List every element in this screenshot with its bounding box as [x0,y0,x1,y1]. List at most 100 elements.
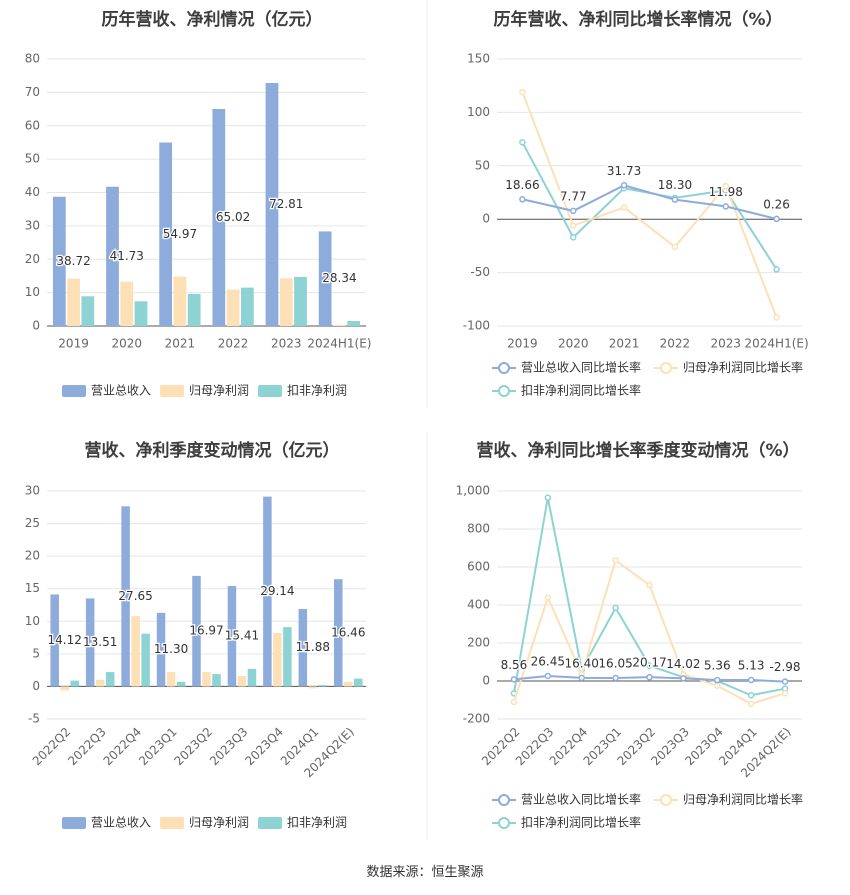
line-point [680,675,687,682]
legend-label[interactable]: 归母净利润 [189,816,249,830]
bar-revenue [212,108,226,326]
bar-value-label: 72.81 [269,197,303,211]
x-tick-label: 2024H1(E) [307,337,371,351]
line-value-label: 16.05 [598,656,632,670]
y-tick-label: 100 [467,105,490,119]
legend-label[interactable]: 扣非净利润 [287,816,347,830]
x-tick-label: 2021 [165,337,196,351]
line-value-label: 5.13 [738,659,765,673]
legend-label[interactable]: 营业总收入同比增长率 [521,792,641,807]
legend-swatch[interactable] [62,817,86,829]
x-tick-label: 2022Q3 [65,725,109,769]
bar-adjusted-profit [70,680,79,687]
chart-title: 营收、净利同比增长率季度变动情况（%） [476,440,799,461]
legend-label[interactable]: 营业总收入同比增长率 [521,360,641,375]
line-value-label: 5.36 [704,658,731,672]
bar-revenue [156,612,166,687]
line-value-label: 7.77 [560,189,587,203]
line-value-label: 11.98 [709,185,743,199]
bar-adjusted-profit [187,293,201,326]
bar-value-label: 11.30 [154,642,188,656]
line-value-label: -2.98 [770,660,801,674]
y-tick-label: -200 [463,712,490,726]
bar-parent-profit [131,616,140,687]
bar-value-label: 27.65 [118,589,152,603]
chart-title: 历年营收、净利同比增长率情况（%） [493,9,782,30]
line-point [612,674,619,682]
chart-legend: 营业总收入 归母净利润 扣非净利润 [62,384,347,398]
bar-value-label: 54.97 [163,227,197,241]
annual-growth-chart: 历年营收、净利同比增长率情况（%） -100 -50 0 50 100 150 2019 202… [463,9,809,398]
bar-parent-profit [226,289,240,326]
x-tick-label: 2024H1(E) [745,337,809,351]
line-point [510,698,518,706]
bar-adjusted-profit [294,276,307,326]
legend-swatch[interactable] [62,385,86,397]
legend-marker[interactable] [498,385,510,397]
legend-marker[interactable] [660,362,672,374]
legend-label[interactable]: 归母净利润 [189,384,249,398]
line-point [620,182,628,189]
bar-adjusted-profit [81,296,95,326]
bar-value-label: 41.73 [110,249,144,263]
y-tick-label: 800 [467,522,490,536]
legend-label[interactable]: 扣非净利润同比增长率 [521,815,641,830]
y-tick-label: 30 [25,218,40,232]
legend-label[interactable]: 扣非净利润 [287,384,347,398]
y-tick-label: -5 [28,712,40,726]
line-point [519,88,526,96]
legend-marker[interactable] [498,362,510,374]
legend-label[interactable]: 归母净利润同比增长率 [683,792,803,807]
line-point [722,203,729,210]
bar-revenue [192,575,201,687]
line-point [781,678,789,685]
y-tick-label: 80 [25,52,40,66]
legend-label[interactable]: 归母净利润同比增长率 [683,360,803,375]
bar-revenue [50,594,59,687]
x-tick-label: 2023 [271,337,302,351]
x-tick-label: 2020 [111,337,142,351]
quarterly-growth-chart: 营收、净利同比增长率季度变动情况（%） -200 0 200 400 600 800 1,00… [456,440,803,830]
bar-value-label: 16.97 [189,624,223,638]
legend-label[interactable]: 营业总收入 [91,816,151,830]
legend-marker[interactable] [498,794,510,806]
y-tick-label: 40 [25,185,40,199]
legend-swatch[interactable] [258,385,282,397]
x-tick-label: 2022 [660,337,691,351]
data-source-footer: 数据来源：恒生聚源 [366,865,484,880]
legend-swatch[interactable] [160,817,184,829]
line-point [714,682,721,689]
bar-adjusted-profit [105,672,115,687]
line-value-label: 31.73 [607,164,641,178]
y-tick-label: 25 [25,516,40,530]
line-point [578,674,585,682]
line-point [620,204,628,211]
bar-parent-profit [344,681,353,687]
line-point [646,662,653,670]
legend-label[interactable]: 扣非净利润同比增长率 [521,383,641,398]
y-tick-label: 0 [32,679,40,693]
line-point [781,690,789,697]
bar-revenue [52,196,66,326]
bar-parent-profit [173,276,187,326]
x-tick-label: 2019 [58,337,89,351]
bar-adjusted-profit [176,681,186,687]
legend-swatch[interactable] [160,385,184,397]
bar-revenue [121,506,130,687]
bar-parent-profit [308,686,318,689]
line-value-label: 18.30 [658,178,692,192]
legend-marker[interactable] [660,794,672,806]
y-tick-label: 10 [25,614,40,628]
line-point [544,494,552,501]
legend-swatch[interactable] [258,817,282,829]
legend-marker[interactable] [498,817,510,829]
bar-adjusted-profit [212,674,221,687]
bar-adjusted-profit [283,627,292,687]
legend-label[interactable]: 营业总收入 [91,384,151,398]
bar-value-label: 15.41 [225,629,259,643]
line-point [519,139,526,146]
bar-parent-profit [279,278,293,326]
line-point [570,222,577,229]
